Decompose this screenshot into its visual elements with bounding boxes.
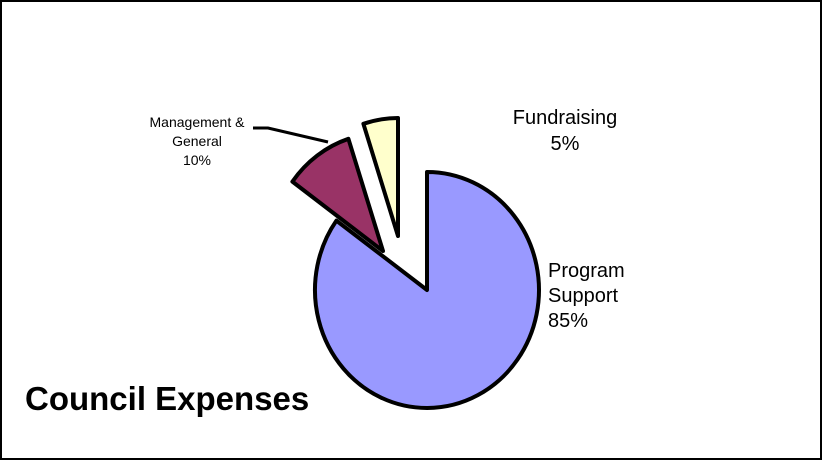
label-program-percent: 85% — [548, 310, 589, 332]
label-fundraising: Fundraising 5% — [480, 105, 650, 157]
label-management-general: Management & General 10% — [132, 113, 262, 170]
label-management-percent: 10% — [182, 152, 212, 168]
label-program-support: Program Support 85% — [548, 259, 625, 334]
label-program-line-2: Support — [548, 285, 619, 307]
label-management-line-2: General — [172, 133, 222, 149]
slice-fundraising — [361, 116, 400, 238]
slice-program-support — [313, 170, 541, 410]
label-fundraising-percent: 5% — [550, 133, 580, 155]
label-management-line-1: Management & — [149, 114, 245, 130]
label-program-line-1: Program — [548, 260, 625, 282]
slice-management-general — [290, 136, 385, 253]
management-leader-line — [253, 126, 329, 144]
chart-title: Council Expenses — [25, 380, 310, 417]
label-fundraising-line-1: Fundraising — [512, 107, 618, 129]
